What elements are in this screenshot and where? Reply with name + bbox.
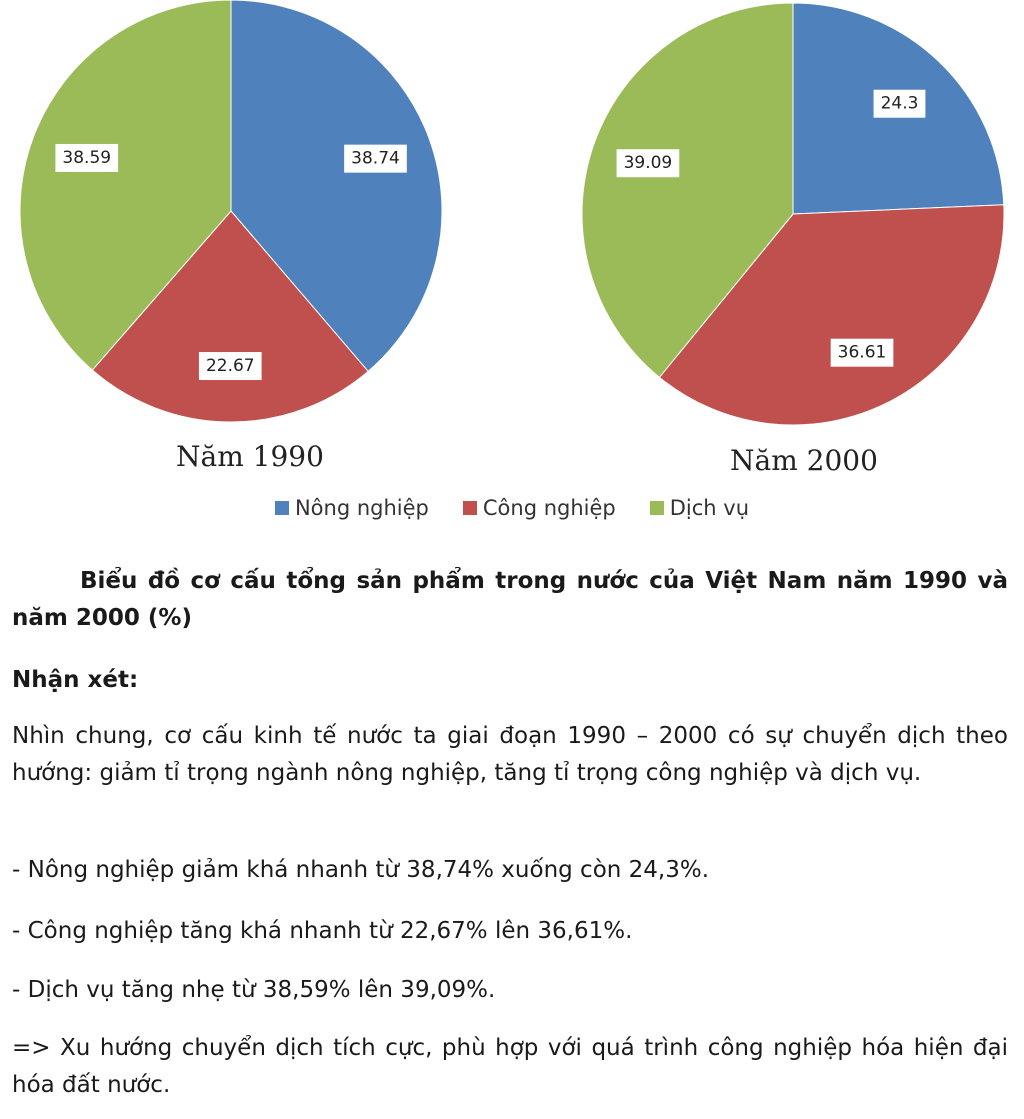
bullet-agriculture: - Nông nghiệp giảm khá nhanh từ 38,74% x… [12, 857, 710, 883]
pie-2000-label-text-cong-nghiep: 36.61 [838, 343, 887, 363]
pie-2000-label-dich-vu: 39.09 [616, 149, 680, 178]
legend-label-nong-nghiep: Nông nghiệp [294, 496, 429, 520]
pie-title-2000: Năm 2000 [730, 444, 878, 477]
conclusion-paragraph: => Xu hướng chuyển dịch tích cực, phù hợ… [12, 1035, 1008, 1098]
bullet-services: - Dịch vụ tăng nhẹ từ 38,59% lên 39,09%. [12, 977, 496, 1003]
comments-heading: Nhận xét: [12, 667, 139, 693]
pie-title-1990: Năm 1990 [176, 440, 324, 473]
pie-2000-slice-cong-nghiep [658, 204, 1005, 426]
pie-1990-label-box-nong-nghiep [344, 144, 407, 173]
legend-swatch-cong-nghiep [462, 501, 477, 515]
pie-1990-label-dich-vu: 38.59 [55, 143, 119, 172]
pie-2000-label-box-cong-nghiep [830, 338, 894, 367]
bullet-industry: - Công nghiệp tăng khá nhanh từ 22,67% l… [12, 918, 633, 944]
pie-1990-label-box-dich-vu [55, 143, 119, 172]
pie-1990-label-nong-nghiep: 38.74 [344, 144, 407, 173]
summary-paragraph: Nhìn chung, cơ cấu kinh tế nước ta giai … [12, 723, 1008, 786]
pie-1990-label-text-dich-vu: 38.59 [62, 148, 111, 168]
pie-1990-label-cong-nghiep: 22.67 [198, 352, 262, 381]
pie-2000-label-box-nong-nghiep [873, 89, 926, 118]
legend-item-dich-vu: Dịch vụ [649, 496, 750, 520]
pie-1990-label-text-cong-nghiep: 22.67 [206, 356, 255, 376]
figure-caption: Biểu đồ cơ cấu tổng sản phẩm trong nước … [12, 568, 1008, 631]
legend-swatch-nong-nghiep [274, 501, 289, 515]
legend-swatch-dich-vu [649, 501, 664, 515]
pie-1990-label-text-nong-nghiep: 38.74 [351, 149, 400, 169]
pie-1990-slice-dich-vu [19, 0, 232, 371]
legend-label-dich-vu: Dịch vụ [669, 496, 750, 520]
pie-2000-label-nong-nghiep: 24.3 [873, 89, 926, 118]
legend-item-cong-nghiep: Công nghiệp [462, 496, 616, 520]
chart-legend: Nông nghiệp Công nghiệp Dịch vụ [0, 496, 1024, 520]
pie-2000-label-text-nong-nghiep: 24.3 [881, 94, 919, 114]
pie-2000-label-text-dich-vu: 39.09 [624, 153, 673, 173]
pie-2000-slice-dich-vu [581, 2, 794, 379]
legend-label-cong-nghiep: Công nghiệp [482, 496, 616, 520]
pie-charts: 38.74 22.67 38.59 24.3 36.61 39.09 [19, 0, 1005, 426]
pie-2000-label-box-dich-vu [616, 149, 680, 178]
pie-1990-label-box-cong-nghiep [198, 352, 262, 381]
legend-item-nong-nghiep: Nông nghiệp [274, 496, 429, 520]
pie-2000-label-cong-nghiep: 36.61 [830, 338, 894, 367]
pie-1990-slice-cong-nghiep [91, 210, 369, 423]
pie-1990-slice-nong-nghiep [230, 0, 443, 373]
